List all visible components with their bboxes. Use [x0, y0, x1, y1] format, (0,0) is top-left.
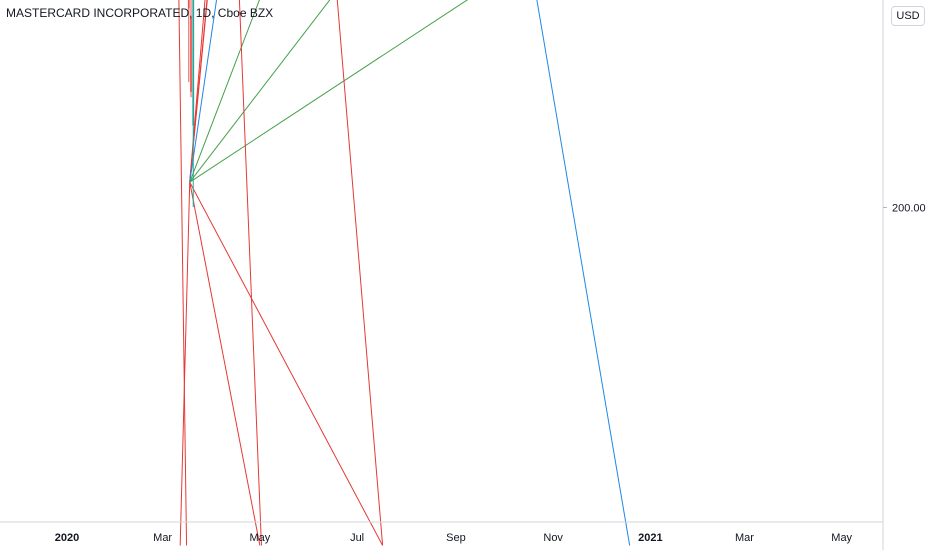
fan-line[interactable]: [189, 0, 883, 183]
currency-button[interactable]: USD: [891, 6, 925, 26]
x-tick-label: 2021: [638, 532, 662, 544]
candle-body: [192, 0, 195, 126]
fan-line[interactable]: [147, 0, 262, 546]
fan-line[interactable]: [147, 0, 384, 546]
drawings-layer: [147, 0, 883, 546]
fan-line[interactable]: [147, 0, 631, 546]
x-tick-label: Nov: [543, 532, 563, 544]
fan-line[interactable]: [179, 182, 191, 546]
x-tick-label: May: [831, 532, 852, 544]
chart-title: MASTERCARD INCORPORATED, 1D, Cboe BZX: [6, 6, 274, 20]
candle-body: [190, 17, 192, 92]
fan-line[interactable]: [189, 0, 883, 183]
x-tick-label: 2020: [55, 532, 79, 544]
x-tick-label: Sep: [446, 532, 466, 544]
candles-layer: [187, 0, 195, 208]
x-tick-label: May: [249, 532, 270, 544]
x-tick-label: Mar: [735, 532, 754, 544]
candle-body: [187, 0, 190, 9]
x-tick-label: Jul: [350, 532, 364, 544]
fan-line[interactable]: [147, 0, 188, 546]
x-tick-label: Mar: [153, 532, 172, 544]
y-tick-label: 200.00: [892, 203, 926, 215]
fan-line[interactable]: [189, 181, 384, 546]
fan-line[interactable]: [189, 182, 261, 546]
